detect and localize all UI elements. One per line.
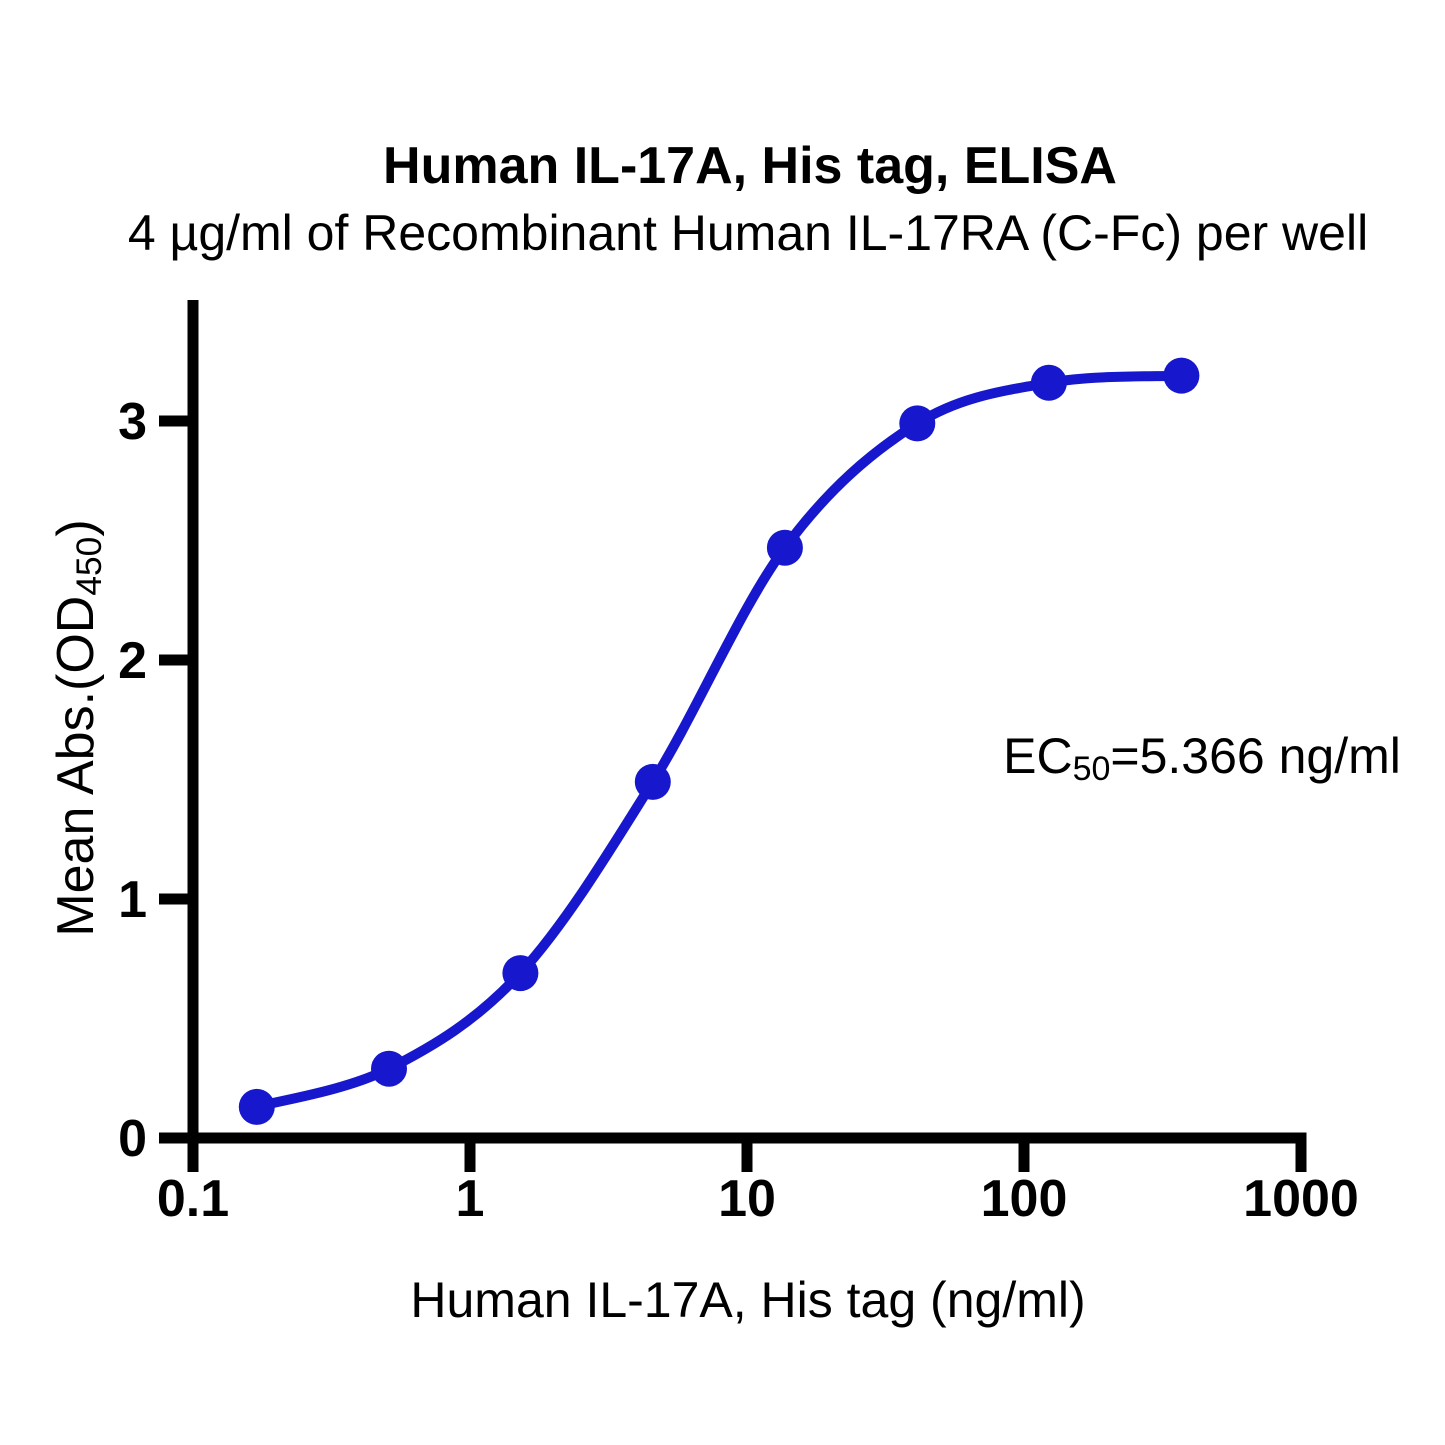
x-tick-label: 1 xyxy=(456,1170,485,1228)
y-tick-label: 3 xyxy=(118,393,147,451)
ec50-subscript: 50 xyxy=(1072,750,1111,789)
data-point xyxy=(371,1050,407,1087)
ec50-value: =5.366 ng/ml xyxy=(1110,728,1401,784)
y-tick-label: 1 xyxy=(118,871,147,929)
x-axis-label: Human IL-17A, His tag (ng/ml) xyxy=(410,1272,1086,1328)
chart-title: Human IL-17A, His tag, ELISA xyxy=(383,137,1117,195)
chart-subtitle: 4 µg/ml of Recombinant Human IL-17RA (C-… xyxy=(127,205,1369,261)
y-tick-label: 0 xyxy=(118,1110,147,1168)
x-tick-label: 100 xyxy=(981,1170,1068,1228)
ec50-label: EC xyxy=(1003,728,1073,784)
data-point xyxy=(238,1088,275,1125)
data-point xyxy=(1163,357,1200,394)
data-point xyxy=(502,955,539,992)
x-tick-label: 10 xyxy=(718,1170,776,1228)
data-point xyxy=(766,529,803,566)
ec50-annotation: EC50=5.366 ng/ml xyxy=(1003,728,1401,786)
dose-response-curve xyxy=(251,370,1187,1112)
y-tick-label: 2 xyxy=(118,632,147,690)
x-tick-label: 0.1 xyxy=(157,1170,229,1228)
x-tick-label: 1000 xyxy=(1243,1170,1359,1228)
data-point xyxy=(634,763,671,800)
data-point xyxy=(899,405,936,442)
data-point xyxy=(1030,364,1067,401)
